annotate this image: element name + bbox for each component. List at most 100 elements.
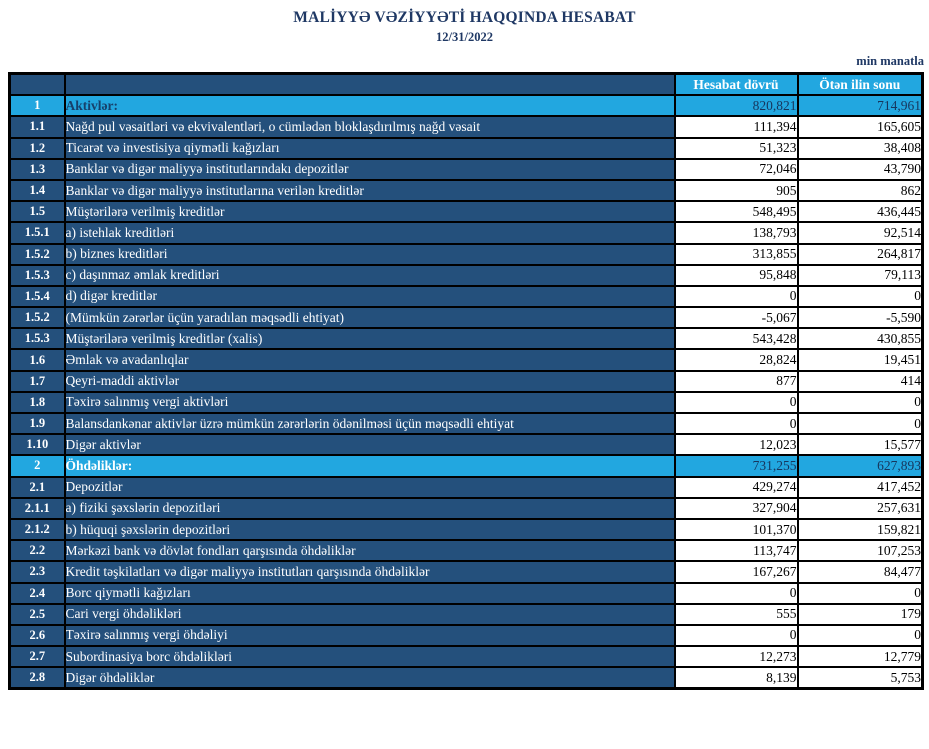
row-previous-value-cell: 43,790 <box>796 157 924 181</box>
table-row: 1.5.4 d) digər kreditlər 0 0 <box>8 284 924 309</box>
row-previous-value-cell: 5,753 <box>796 666 924 690</box>
row-current-value-cell: 138,793 <box>673 221 799 245</box>
table-row: 1 Aktivlər: 820,821 714,961 <box>8 94 924 118</box>
row-previous-value-cell: 179 <box>796 602 924 626</box>
row-number-cell: 1.5 <box>8 200 66 224</box>
row-label-cell: Borc qiymətli kağızları <box>63 581 676 605</box>
column-header-current: Hesabat dövrü <box>673 72 799 97</box>
table-row: 2.7 Subordinasiya borc öhdəlikləri 12,27… <box>8 645 924 669</box>
row-previous-value-cell: 19,451 <box>796 348 924 372</box>
row-label-cell: Banklar və digər maliyyə institutlarına … <box>63 178 676 203</box>
row-number-cell: 2 <box>8 454 66 478</box>
row-current-value-cell: 543,428 <box>673 327 799 351</box>
row-current-value-cell: 905 <box>673 178 799 203</box>
row-current-value-cell: 313,855 <box>673 242 799 266</box>
row-label-cell: a) istehlak kreditləri <box>63 221 676 245</box>
table-row: 2.1.2 b) hüquqi şəxslərin depozitləri 10… <box>8 517 924 542</box>
row-current-value-cell: 101,370 <box>673 517 799 542</box>
row-label-cell: b) hüquqi şəxslərin depozitləri <box>63 517 676 542</box>
row-number-cell: 1.5.2 <box>8 306 66 330</box>
table-row: 1.5.2 b) biznes kreditləri 313,855 264,8… <box>8 242 924 266</box>
row-label-cell: Balansdankənar aktivlər üzrə mümkün zərə… <box>63 411 676 436</box>
row-label-cell: Cari vergi öhdəlikləri <box>63 602 676 626</box>
row-previous-value-cell: 714,961 <box>796 94 924 118</box>
row-number-cell: 1.1 <box>8 115 66 139</box>
row-current-value-cell: 12,023 <box>673 433 799 457</box>
row-label-cell: Mərkəzi bank və dövlət fondları qarşısın… <box>63 539 676 563</box>
row-label-cell: Digər öhdəliklər <box>63 666 676 690</box>
row-label-cell: c) daşınmaz əmlak kreditləri <box>63 263 676 287</box>
row-label-cell: (Mümkün zərərlər üçün yaradılan məqsədli… <box>63 306 676 330</box>
row-label-cell: Subordinasiya borc öhdəlikləri <box>63 645 676 669</box>
header-blank-id-cell <box>8 72 66 97</box>
row-previous-value-cell: 0 <box>796 411 924 436</box>
table-row: 1.6 Əmlak və avadanlıqlar 28,824 19,451 <box>8 348 924 372</box>
row-label-cell: Müştərilərə verilmiş kreditlər <box>63 200 676 224</box>
table-row: 1.5.3 Müştərilərə verilmiş kreditlər (xa… <box>8 327 924 351</box>
table-row: 2.8 Digər öhdəliklər 8,139 5,753 <box>8 666 924 690</box>
row-number-cell: 2.4 <box>8 581 66 605</box>
table-row: 2.6 Təxirə salınmış vergi öhdəliyi 0 0 <box>8 623 924 648</box>
row-number-cell: 2.1.2 <box>8 517 66 542</box>
table-row: 1.9 Balansdankənar aktivlər üzrə mümkün … <box>8 411 924 436</box>
table-row: 1.4 Banklar və digər maliyyə institutlar… <box>8 178 924 203</box>
row-number-cell: 2.3 <box>8 560 66 584</box>
financial-statement-table: Hesabat dövrü Ötən ilin sonu 1 Aktivlər:… <box>8 72 924 691</box>
row-current-value-cell: 8,139 <box>673 666 799 690</box>
row-previous-value-cell: 436,445 <box>796 200 924 224</box>
row-label-cell: Digər aktivlər <box>63 433 676 457</box>
table-row: 2.5 Cari vergi öhdəlikləri 555 179 <box>8 602 924 626</box>
row-label-cell: d) digər kreditlər <box>63 284 676 309</box>
row-previous-value-cell: 0 <box>796 284 924 309</box>
row-label-cell: Müştərilərə verilmiş kreditlər (xalis) <box>63 327 676 351</box>
row-label-cell: Qeyri-maddi aktivlər <box>63 369 676 393</box>
row-label-cell: Banklar və digər maliyyə institutlarında… <box>63 157 676 181</box>
row-previous-value-cell: 0 <box>796 390 924 415</box>
row-current-value-cell: 111,394 <box>673 115 799 139</box>
row-previous-value-cell: 12,779 <box>796 645 924 669</box>
table-row: 1.7 Qeyri-maddi aktivlər 877 414 <box>8 369 924 393</box>
row-number-cell: 2.2 <box>8 539 66 563</box>
table-row: 1.10 Digər aktivlər 12,023 15,577 <box>8 433 924 457</box>
table-row: 1.2 Ticarət və investisiya qiymətli kağı… <box>8 136 924 160</box>
row-current-value-cell: 0 <box>673 623 799 648</box>
row-previous-value-cell: 92,514 <box>796 221 924 245</box>
row-number-cell: 1.5.1 <box>8 221 66 245</box>
table-row: 2.3 Kredit təşkilatları və digər maliyyə… <box>8 560 924 584</box>
table-row: 1.3 Banklar və digər maliyyə institutlar… <box>8 157 924 181</box>
table-row: 2.2 Mərkəzi bank və dövlət fondları qarş… <box>8 539 924 563</box>
row-label-cell: a) fiziki şəxslərin depozitləri <box>63 496 676 520</box>
row-current-value-cell: 548,495 <box>673 200 799 224</box>
row-label-cell: Təxirə salınmış vergi öhdəliyi <box>63 623 676 648</box>
row-current-value-cell: 429,274 <box>673 475 799 499</box>
table-header-row: Hesabat dövrü Ötən ilin sonu <box>8 72 924 97</box>
column-header-previous: Ötən ilin sonu <box>796 72 924 97</box>
row-number-cell: 1.8 <box>8 390 66 415</box>
row-label-cell: Nağd pul vəsaitləri və ekvivalentləri, o… <box>63 115 676 139</box>
row-previous-value-cell: 0 <box>796 623 924 648</box>
row-previous-value-cell: 15,577 <box>796 433 924 457</box>
row-label-cell: b) biznes kreditləri <box>63 242 676 266</box>
row-number-cell: 1.6 <box>8 348 66 372</box>
row-label-cell: Ticarət və investisiya qiymətli kağızlar… <box>63 136 676 160</box>
row-previous-value-cell: 264,817 <box>796 242 924 266</box>
row-previous-value-cell: 430,855 <box>796 327 924 351</box>
row-label-cell: Təxirə salınmış vergi aktivləri <box>63 390 676 415</box>
row-number-cell: 1.5.2 <box>8 242 66 266</box>
row-current-value-cell: 28,824 <box>673 348 799 372</box>
row-number-cell: 1.5.3 <box>8 327 66 351</box>
row-current-value-cell: 0 <box>673 284 799 309</box>
row-number-cell: 1.5.4 <box>8 284 66 309</box>
row-number-cell: 1.5.3 <box>8 263 66 287</box>
row-number-cell: 2.6 <box>8 623 66 648</box>
row-previous-value-cell: 107,253 <box>796 539 924 563</box>
row-label-cell: Kredit təşkilatları və digər maliyyə ins… <box>63 560 676 584</box>
row-previous-value-cell: 417,452 <box>796 475 924 499</box>
row-number-cell: 1 <box>8 94 66 118</box>
table-row: 1.5.2 (Mümkün zərərlər üçün yaradılan mə… <box>8 306 924 330</box>
row-number-cell: 2.8 <box>8 666 66 690</box>
table-row: 2.4 Borc qiymətli kağızları 0 0 <box>8 581 924 605</box>
row-current-value-cell: 877 <box>673 369 799 393</box>
table-row: 1.1 Nağd pul vəsaitləri və ekvivalentlər… <box>8 115 924 139</box>
